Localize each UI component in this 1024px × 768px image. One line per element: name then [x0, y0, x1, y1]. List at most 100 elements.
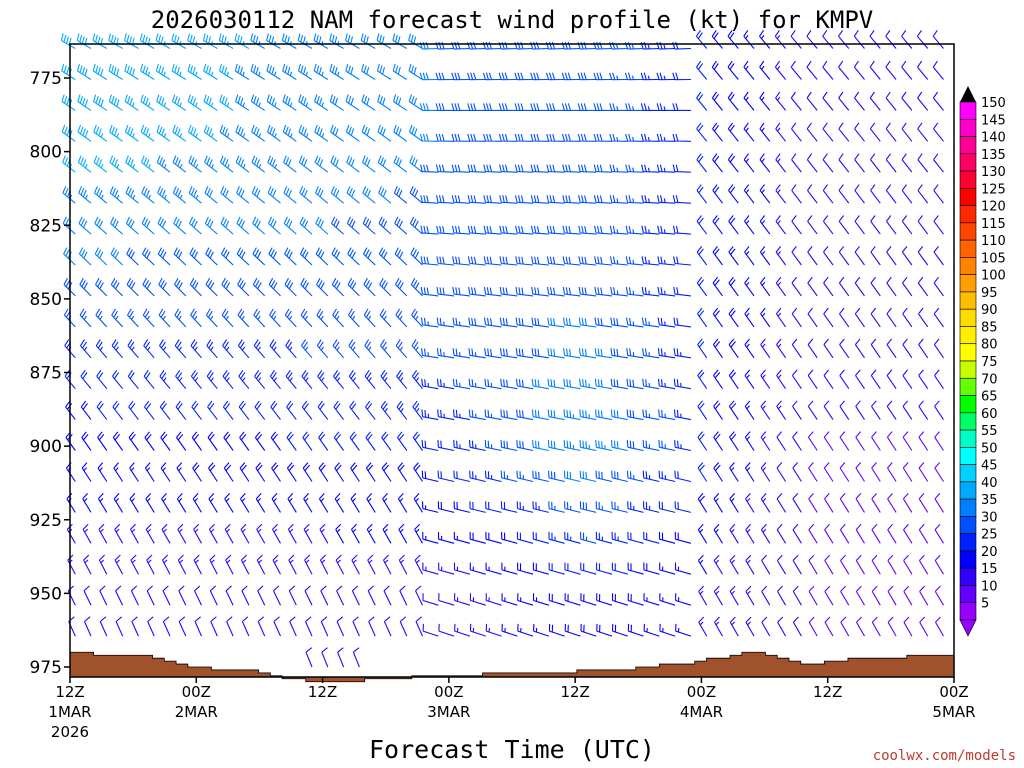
wind-barb	[808, 493, 818, 513]
wind-barb	[302, 431, 313, 451]
wind-barb	[177, 554, 187, 575]
wind-barb	[918, 338, 929, 359]
wind-barb	[776, 338, 787, 359]
x-tick-label: 00Z	[434, 683, 463, 701]
wind-barb	[933, 276, 944, 297]
wind-barb	[93, 186, 108, 204]
wind-barb	[885, 60, 897, 80]
wind-barb	[672, 103, 691, 111]
wind-barb	[484, 440, 502, 452]
wind-barb	[658, 440, 676, 452]
wind-barb	[871, 431, 881, 451]
wind-barb	[855, 493, 865, 513]
wind-barb	[711, 29, 723, 49]
wind-barb	[642, 440, 660, 452]
wind-barb	[222, 369, 234, 390]
wind-barb	[344, 33, 360, 49]
wind-barb	[609, 103, 628, 111]
wind-barb	[255, 462, 266, 482]
wind-barb	[712, 184, 723, 204]
wind-barb	[235, 124, 250, 142]
wind-barb	[564, 531, 581, 544]
wind-barb	[395, 339, 408, 359]
wind-barb	[269, 369, 281, 390]
colorbar-swatch	[959, 585, 977, 604]
wind-barb	[234, 33, 250, 49]
wind-barb	[127, 369, 139, 390]
wind-barb	[171, 63, 187, 80]
wind-barb	[203, 124, 218, 142]
wind-barb	[790, 91, 802, 111]
wind-barb	[109, 186, 123, 204]
credit-link[interactable]: coolwx.com/models	[873, 748, 1016, 764]
wind-barb	[333, 400, 345, 420]
wind-barb	[159, 369, 171, 390]
wind-barb	[838, 122, 850, 142]
wind-barb	[421, 440, 439, 452]
wind-barb	[728, 369, 739, 390]
wind-barb	[187, 63, 202, 80]
wind-barb	[468, 440, 486, 452]
wind-barb	[190, 339, 202, 359]
wind-barb	[744, 246, 755, 266]
wind-barb	[288, 554, 297, 575]
wind-barb	[272, 523, 281, 544]
wind-barb	[743, 184, 755, 204]
wind-barb	[162, 616, 171, 637]
wind-barb	[546, 225, 565, 235]
wind-barb	[807, 276, 818, 297]
wind-barb	[933, 153, 944, 173]
wind-barb	[530, 164, 549, 173]
wind-barb	[435, 195, 455, 204]
wind-barb	[124, 63, 139, 80]
wind-barb	[760, 493, 771, 513]
wind-barb	[436, 348, 455, 359]
wind-barb	[713, 431, 723, 451]
wind-barb	[919, 616, 929, 637]
wind-barb	[392, 63, 408, 80]
colorbar-swatch	[959, 274, 977, 293]
wind-barb	[562, 286, 581, 297]
wind-barb	[918, 554, 929, 575]
wind-barb	[625, 164, 644, 173]
wind-barb	[129, 462, 139, 482]
wind-barb	[115, 585, 124, 606]
y-tick-label: 950	[30, 584, 62, 604]
wind-barb	[66, 523, 76, 544]
wind-barb	[760, 431, 771, 451]
wind-barb	[314, 124, 329, 142]
wind-barb	[933, 215, 944, 235]
wind-barb	[329, 33, 344, 49]
wind-barb	[577, 164, 597, 173]
wind-barb	[422, 623, 439, 637]
wind-barb	[728, 184, 739, 204]
wind-barb	[251, 186, 266, 204]
colorbar-swatch	[959, 188, 977, 206]
wind-barb	[564, 562, 581, 575]
wind-barb	[934, 554, 944, 575]
wind-barb	[65, 462, 76, 482]
wind-barb	[532, 440, 549, 452]
wind-barb	[289, 616, 297, 637]
wind-barb	[155, 33, 171, 49]
wind-barb	[483, 286, 502, 297]
wind-barb	[286, 400, 297, 420]
wind-barb	[822, 215, 834, 235]
wind-barb	[564, 623, 581, 637]
wind-barb	[711, 91, 723, 111]
wind-barb	[257, 585, 266, 606]
wind-barb	[437, 531, 455, 544]
wind-barb	[871, 400, 881, 420]
wind-barb	[111, 308, 124, 328]
wind-barb	[697, 369, 708, 390]
wind-barb	[823, 338, 834, 359]
wind-barb	[298, 124, 313, 142]
wind-barb	[162, 585, 171, 606]
wind-barb	[363, 277, 376, 297]
wind-barb	[176, 493, 187, 513]
wind-barb	[791, 338, 802, 359]
colorbar-swatch	[959, 222, 977, 241]
wind-barb	[377, 94, 392, 111]
wind-barb	[96, 400, 108, 420]
wind-barb	[712, 215, 723, 235]
